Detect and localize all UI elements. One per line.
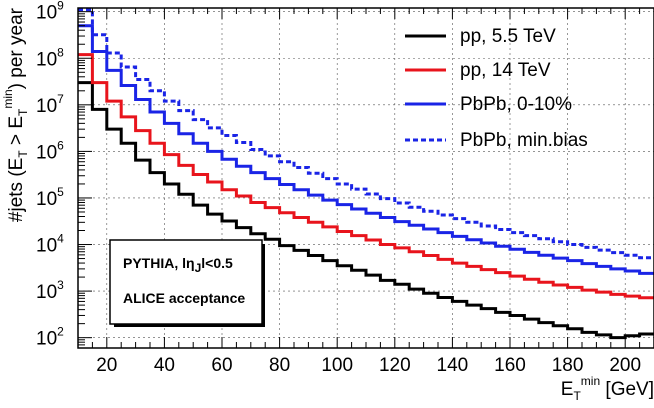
y-axis-title-sup2: min bbox=[1, 89, 15, 108]
y-tick-base: 10 bbox=[36, 96, 57, 117]
annotation-frame bbox=[109, 239, 263, 325]
annotation-pythia-pre: PYTHIA, l bbox=[123, 255, 186, 271]
annotation-pythia-post: l<0.5 bbox=[201, 255, 233, 271]
y-tick-label: 103 bbox=[36, 278, 64, 303]
annotation-eta-sub: J bbox=[195, 261, 202, 275]
series-layer bbox=[78, 8, 654, 340]
y-tick-label: 108 bbox=[36, 45, 64, 70]
y-axis-title-sub2: T bbox=[16, 108, 30, 116]
x-axis-title-unit: [GeV] bbox=[600, 379, 654, 400]
y-axis-title-part3: ) per year bbox=[6, 7, 27, 89]
x-axis-title-sup: min bbox=[581, 374, 600, 388]
x-axis-title-sub: T bbox=[573, 389, 581, 403]
legend-label-pp-5-5-tev: pp, 5.5 TeV bbox=[460, 26, 556, 47]
y-tick-exp: 8 bbox=[57, 45, 64, 59]
x-tick-label: 160 bbox=[494, 355, 526, 376]
annotation-box: PYTHIA, lηJl<0.5 ALICE acceptance bbox=[109, 239, 265, 327]
annotation-shadow-right bbox=[262, 244, 265, 327]
legend-label-pp-14-tev: pp, 14 TeV bbox=[460, 60, 551, 81]
y-tick-label: 107 bbox=[36, 92, 64, 117]
y-axis-title: #jets (ET > ETmin) per year bbox=[1, 7, 30, 222]
y-tick-label: 109 bbox=[36, 0, 64, 24]
series-line-pp-5-5-tev bbox=[78, 81, 654, 340]
annotation-eta: η bbox=[186, 255, 195, 271]
y-tick-exp: 6 bbox=[57, 138, 64, 152]
series-line-pbpb-min-bias bbox=[78, 8, 654, 260]
legend-label-pbpb-minbias: PbPb, min.bias bbox=[460, 130, 588, 151]
x-tick-label: 200 bbox=[609, 355, 641, 376]
legend: pp, 5.5 TeV pp, 14 TeV PbPb, 0-10% PbPb,… bbox=[405, 26, 588, 151]
series-line-pp-14-tev bbox=[78, 53, 654, 300]
y-tick-base: 10 bbox=[36, 3, 57, 24]
y-tick-label: 105 bbox=[36, 185, 64, 210]
y-tick-label: 106 bbox=[36, 138, 64, 163]
y-tick-exp: 7 bbox=[57, 92, 64, 106]
y-tick-base: 10 bbox=[36, 282, 57, 303]
legend-label-pbpb-central: PbPb, 0-10% bbox=[460, 94, 572, 115]
y-tick-exp: 4 bbox=[57, 232, 64, 246]
grid-lines bbox=[78, 8, 654, 348]
x-tick-label: 180 bbox=[552, 355, 584, 376]
x-tick-labels: 20 40 60 80 100 120 140 160 180 200 bbox=[96, 355, 641, 376]
annotation-line-alice: ALICE acceptance bbox=[123, 290, 245, 306]
y-tick-base: 10 bbox=[36, 236, 57, 257]
y-tick-label: 102 bbox=[36, 325, 64, 350]
annotation-line-pythia: PYTHIA, lηJl<0.5 bbox=[123, 255, 233, 275]
x-axis-title-main: E bbox=[561, 379, 574, 400]
x-tick-label: 140 bbox=[437, 355, 469, 376]
y-tick-base: 10 bbox=[36, 142, 57, 163]
y-axis-title-sub1: T bbox=[16, 150, 30, 158]
x-tick-label: 40 bbox=[154, 355, 175, 376]
y-tick-exp: 2 bbox=[57, 325, 64, 339]
series-line-pbpb-0-10 bbox=[78, 24, 654, 275]
y-tick-exp: 5 bbox=[57, 185, 64, 199]
y-axis-title-part1: #jets (E bbox=[6, 158, 27, 222]
x-tick-label: 60 bbox=[211, 355, 232, 376]
y-tick-exp: 3 bbox=[57, 278, 64, 292]
y-tick-exp: 9 bbox=[57, 0, 64, 13]
x-tick-label: 80 bbox=[269, 355, 290, 376]
y-axis-title-part2: > E bbox=[6, 116, 27, 150]
x-axis-title: ETmin [GeV] bbox=[561, 374, 654, 403]
y-tick-base: 10 bbox=[36, 329, 57, 350]
x-tick-label: 20 bbox=[96, 355, 117, 376]
annotation-shadow-bottom bbox=[114, 324, 265, 327]
x-tick-label: 120 bbox=[379, 355, 411, 376]
y-tick-label: 104 bbox=[36, 232, 64, 257]
axis-ticks bbox=[77, 8, 654, 349]
y-tick-base: 10 bbox=[36, 49, 57, 70]
x-tick-label: 100 bbox=[321, 355, 353, 376]
y-tick-base: 10 bbox=[36, 189, 57, 210]
